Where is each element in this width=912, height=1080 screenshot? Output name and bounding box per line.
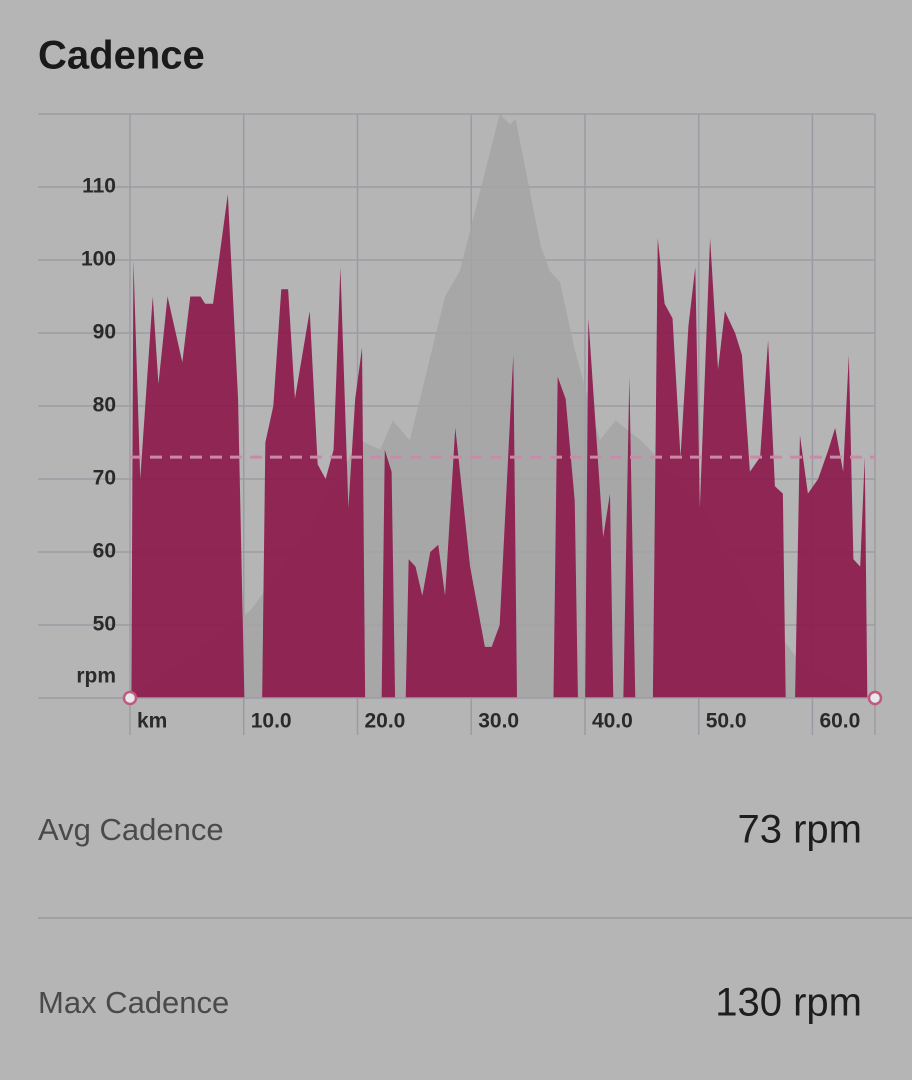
x-tick-label: 60.0 <box>819 710 860 733</box>
range-handle <box>867 690 883 706</box>
stat-label: Max Cadence <box>38 985 229 1020</box>
x-tick-label: 50.0 <box>706 710 747 733</box>
y-tick-label: 110 <box>82 175 116 198</box>
y-axis-unit: rpm <box>76 665 116 688</box>
stat-value: 130 rpm <box>715 981 862 1025</box>
range-handle <box>122 690 138 706</box>
x-tick-label: 20.0 <box>364 710 405 733</box>
area <box>130 194 871 698</box>
x-tick-label: 40.0 <box>592 710 633 733</box>
x-tick-label: km <box>137 710 167 733</box>
plot-area <box>130 114 871 698</box>
title: Cadence <box>38 34 205 78</box>
stat-label: Avg Cadence <box>38 812 224 847</box>
y-tick-label: 80 <box>93 394 116 417</box>
y-tick-label: 100 <box>81 248 116 271</box>
y-tick-label: 90 <box>93 321 116 344</box>
x-tick-label: 30.0 <box>478 710 519 733</box>
y-tick-label: 50 <box>93 613 116 636</box>
y-tick-label: 60 <box>93 540 116 563</box>
stat-value: 73 rpm <box>738 808 863 852</box>
x-tick-label: 10.0 <box>251 710 292 733</box>
y-tick-label: 70 <box>93 467 116 490</box>
